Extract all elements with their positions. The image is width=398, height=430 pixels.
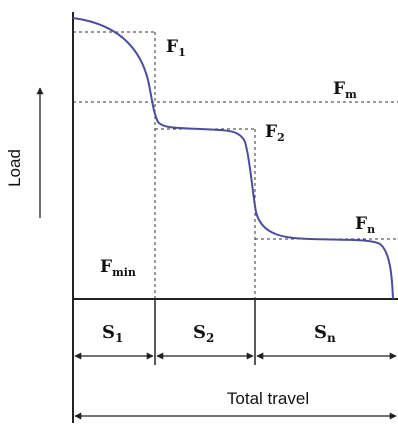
label-fm: Fm bbox=[333, 79, 357, 101]
label-f1: F1 bbox=[166, 37, 186, 59]
level-guides bbox=[73, 31, 398, 299]
x-axis-label: Total travel bbox=[227, 389, 309, 408]
load-curve bbox=[72, 17, 394, 300]
label-s2: S2 bbox=[193, 322, 214, 345]
label-sn: Sn bbox=[314, 322, 336, 345]
label-fmin: Fmin bbox=[100, 257, 136, 279]
label-fn: Fn bbox=[355, 214, 375, 236]
label-f2: F2 bbox=[265, 122, 285, 144]
y-axis-label: Load bbox=[5, 149, 24, 187]
segment-dividers bbox=[154, 299, 256, 365]
label-s1: S1 bbox=[102, 322, 123, 345]
